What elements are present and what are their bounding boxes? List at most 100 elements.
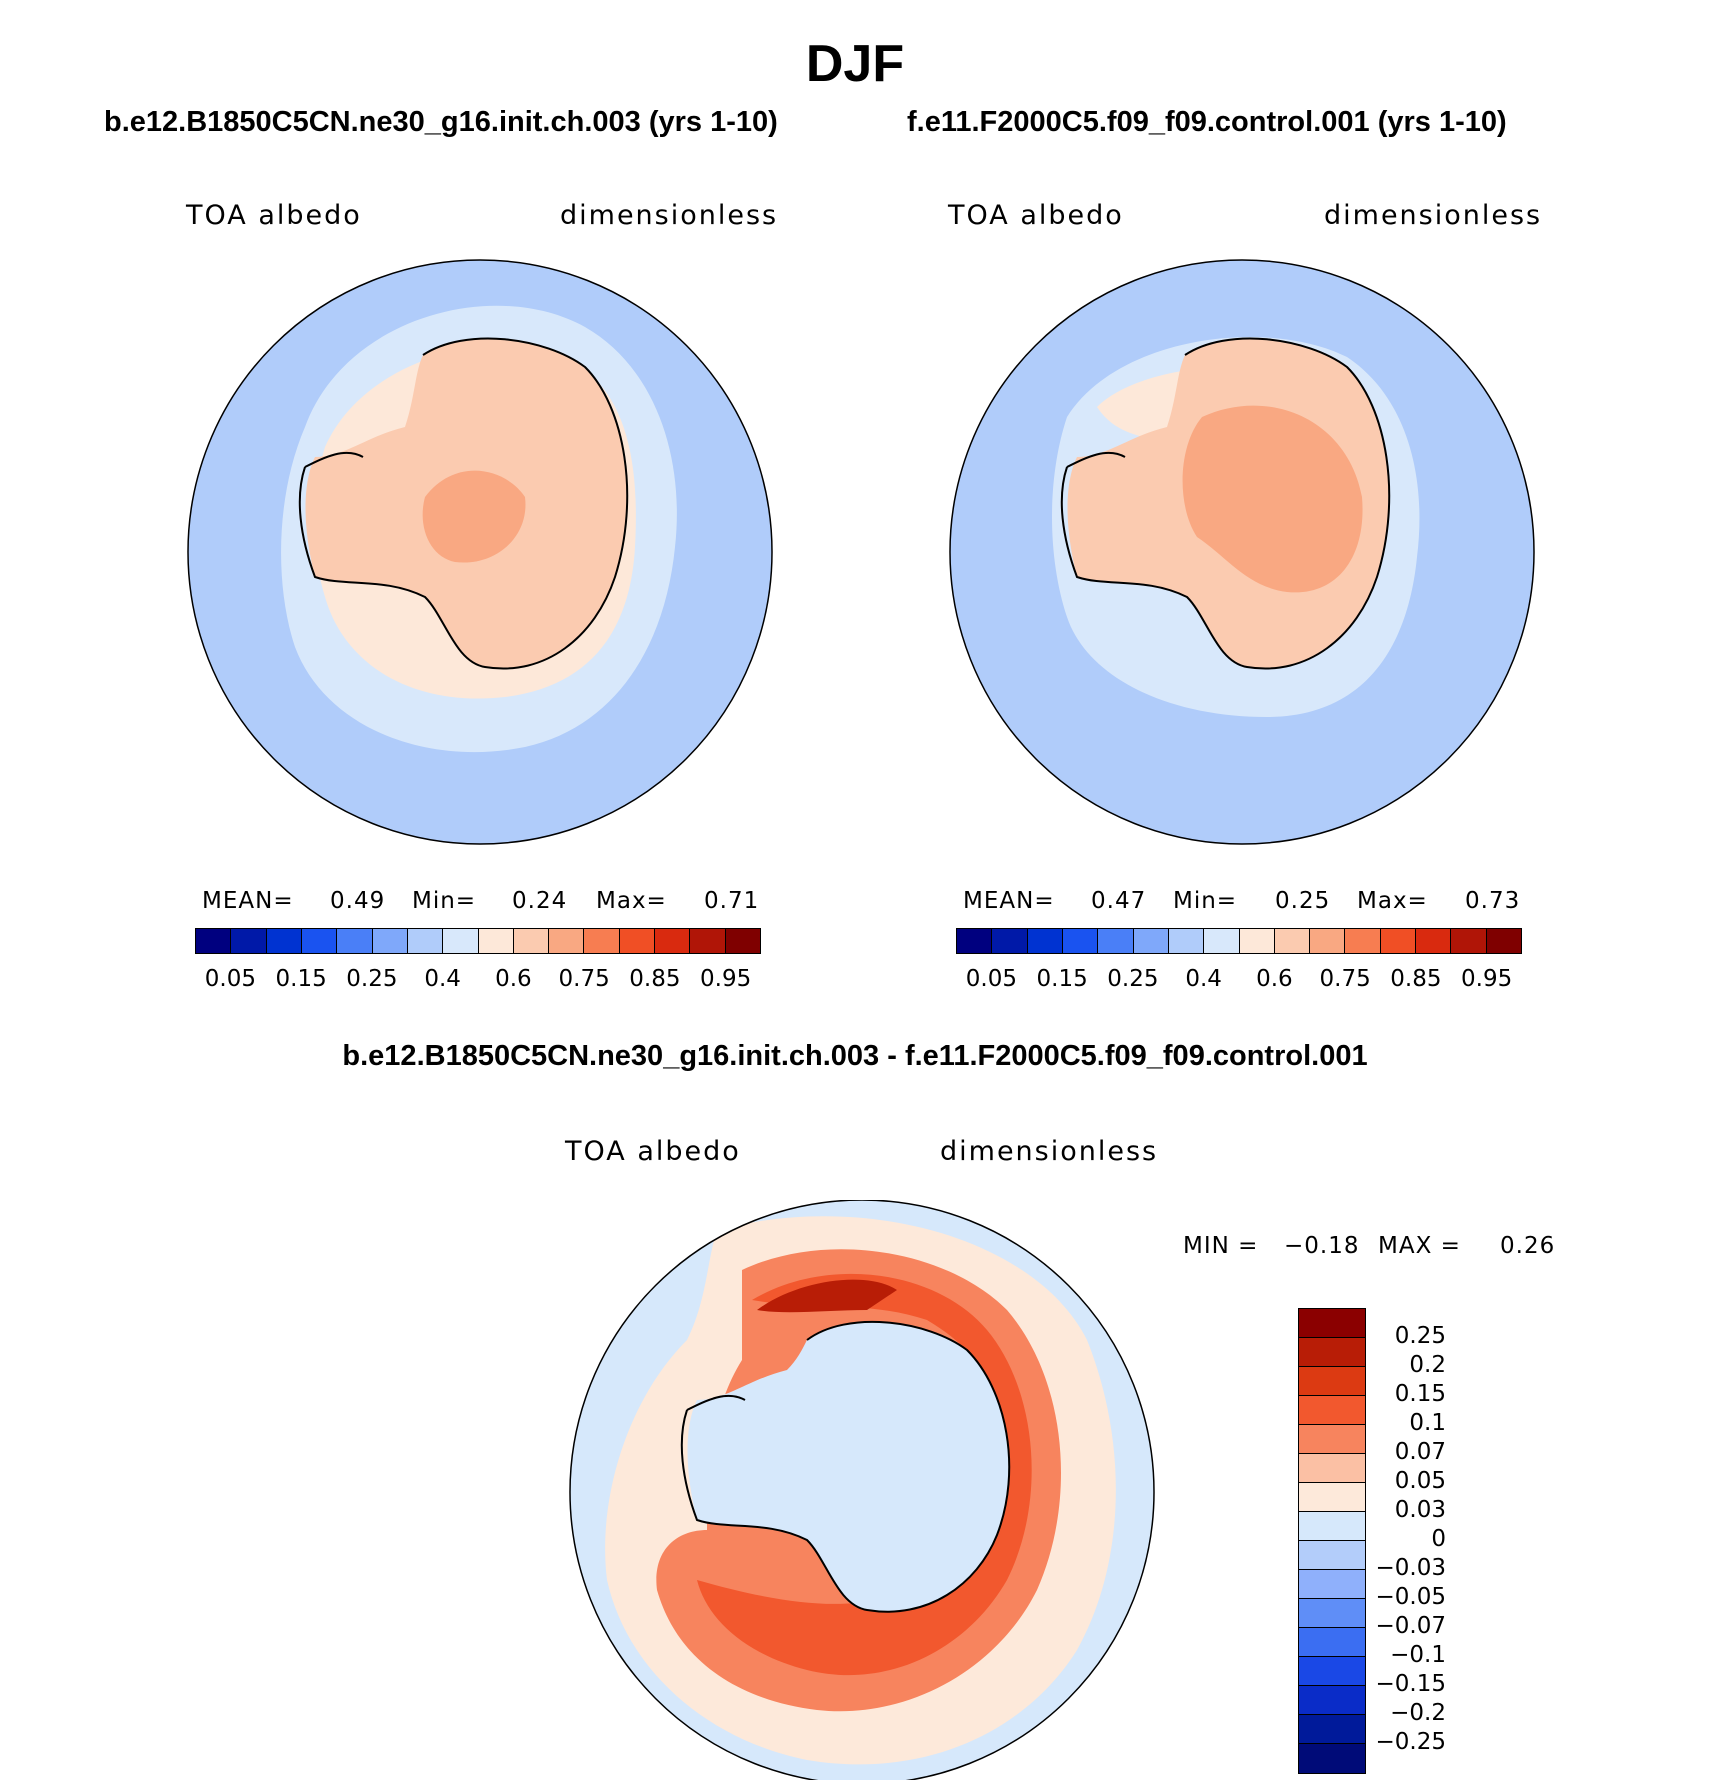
colorbar-tick-label: −0.07 — [1375, 1613, 1446, 1639]
left-variable-label: TOA albedo — [186, 200, 362, 231]
diff-max-value: 0.26 — [1500, 1233, 1556, 1259]
colorbar-box — [1299, 1338, 1365, 1367]
left-mean-value: 0.49 — [330, 888, 386, 914]
colorbar-box — [407, 929, 444, 953]
colorbar-tick-label: 0.25 — [346, 966, 398, 992]
left-max-label: Max= — [596, 888, 667, 914]
colorbar-box — [1299, 1657, 1365, 1686]
diff-min-label: MIN = — [1183, 1233, 1259, 1259]
colorbar-box — [1299, 1628, 1365, 1657]
right-colorbar-ticks: 0.05 0.15 0.25 0.4 0.6 0.75 0.85 0.95 — [956, 966, 1522, 996]
right-coastline — [1060, 337, 1391, 670]
colorbar-box — [1027, 929, 1063, 953]
colorbar-box — [725, 929, 760, 953]
right-case-title: f.e11.F2000C5.f09_f09.control.001 (yrs 1… — [907, 106, 1507, 138]
colorbar-box — [655, 929, 691, 953]
colorbar-box — [690, 929, 726, 953]
colorbar-box — [1239, 929, 1275, 953]
diff-units-label: dimensionless — [940, 1136, 1159, 1167]
colorbar-box — [1204, 929, 1240, 953]
colorbar-box — [1299, 1715, 1365, 1744]
colorbar-tick-label: −0.05 — [1375, 1584, 1446, 1610]
colorbar-box — [549, 929, 585, 953]
left-case-title: b.e12.B1850C5CN.ne30_g16.init.ch.003 (yr… — [104, 106, 778, 138]
right-min-value: 0.25 — [1275, 888, 1331, 914]
colorbar-box — [1416, 929, 1452, 953]
diff-max-label: MAX = — [1378, 1233, 1461, 1259]
colorbar-box — [1133, 929, 1169, 953]
left-interior-max — [422, 470, 526, 563]
colorbar-tick-label: 0.25 — [1107, 966, 1159, 992]
diff-map-border — [569, 1200, 1155, 1780]
colorbar-tick-label: −0.15 — [1375, 1671, 1446, 1697]
right-interior-max — [1182, 405, 1363, 593]
colorbar-tick-label: 0.05 — [965, 966, 1017, 992]
colorbar-box — [1299, 1425, 1365, 1454]
colorbar-tick-label: 0.6 — [1256, 966, 1293, 992]
colorbar-tick-label: −0.03 — [1375, 1555, 1446, 1581]
colorbar-tick-label: 0.95 — [1461, 966, 1513, 992]
colorbar-tick-label: 0.75 — [558, 966, 610, 992]
colorbar-tick-label: 0.85 — [629, 966, 681, 992]
diff-polar-map — [569, 1200, 1155, 1780]
right-colorbar — [956, 928, 1522, 954]
colorbar-tick-label: −0.1 — [1390, 1642, 1446, 1668]
colorbar-box — [372, 929, 408, 953]
left-max-value: 0.71 — [704, 888, 760, 914]
colorbar-box — [1486, 929, 1521, 953]
colorbar-tick-label: 0.05 — [204, 966, 256, 992]
colorbar-box — [1299, 1454, 1365, 1483]
colorbar-box — [1299, 1309, 1365, 1338]
colorbar-box — [1299, 1367, 1365, 1396]
diff-colorbar-ticks: 0.25 0.2 0.15 0.1 0.07 0.05 0.03 0 −0.03 −0.05 −0.… — [1316, 1308, 1456, 1778]
colorbar-tick-label: 0.4 — [424, 966, 461, 992]
colorbar-box — [957, 929, 993, 953]
right-mean-label: MEAN= — [963, 888, 1055, 914]
right-polar-map — [949, 259, 1535, 845]
right-variable-label: TOA albedo — [948, 200, 1124, 231]
colorbar-tick-label: −0.2 — [1390, 1700, 1446, 1726]
left-map-border — [187, 259, 773, 845]
colorbar-tick-label: −0.25 — [1375, 1729, 1446, 1755]
colorbar-box — [478, 929, 514, 953]
colorbar-box — [231, 929, 267, 953]
colorbar-box — [1299, 1599, 1365, 1628]
colorbar-tick-label: 0.4 — [1185, 966, 1222, 992]
colorbar-box — [266, 929, 302, 953]
colorbar-box — [1168, 929, 1205, 953]
colorbar-tick-label: 0.85 — [1390, 966, 1442, 992]
right-units-label: dimensionless — [1324, 200, 1543, 231]
colorbar-box — [1299, 1686, 1365, 1715]
colorbar-box — [1062, 929, 1099, 953]
right-max-value: 0.73 — [1465, 888, 1521, 914]
colorbar-box — [619, 929, 656, 953]
right-mean-value: 0.47 — [1091, 888, 1147, 914]
figure-title: DJF — [805, 35, 905, 93]
colorbar-tick-label: 0.15 — [275, 966, 327, 992]
colorbar-box — [1299, 1570, 1365, 1599]
left-min-value: 0.24 — [512, 888, 568, 914]
colorbar-box — [196, 929, 232, 953]
colorbar-box — [1451, 929, 1487, 953]
colorbar-box — [1380, 929, 1417, 953]
colorbar-tick-label: 0.05 — [1394, 1468, 1446, 1494]
left-min-label: Min= — [412, 888, 477, 914]
left-colorbar-ticks: 0.05 0.15 0.25 0.4 0.6 0.75 0.85 0.95 — [195, 966, 761, 996]
diff-title: b.e12.B1850C5CN.ne30_g16.init.ch.003 - f… — [342, 1040, 1368, 1072]
colorbar-tick-label: 0.6 — [495, 966, 532, 992]
colorbar-box — [584, 929, 620, 953]
diff-antarctica-fill — [687, 1321, 1010, 1612]
left-polar-map — [187, 259, 773, 845]
colorbar-box — [1274, 929, 1311, 953]
colorbar-tick-label: 0.75 — [1319, 966, 1371, 992]
colorbar-box — [1098, 929, 1134, 953]
colorbar-tick-label: 0.95 — [700, 966, 752, 992]
left-mean-label: MEAN= — [202, 888, 294, 914]
colorbar-box — [1299, 1512, 1365, 1541]
colorbar-tick-label: 0 — [1431, 1526, 1446, 1552]
colorbar-box — [1299, 1396, 1365, 1425]
right-min-label: Min= — [1173, 888, 1238, 914]
colorbar-box — [337, 929, 373, 953]
colorbar-tick-label: 0.15 — [1036, 966, 1088, 992]
diff-coastline — [680, 1320, 1011, 1613]
